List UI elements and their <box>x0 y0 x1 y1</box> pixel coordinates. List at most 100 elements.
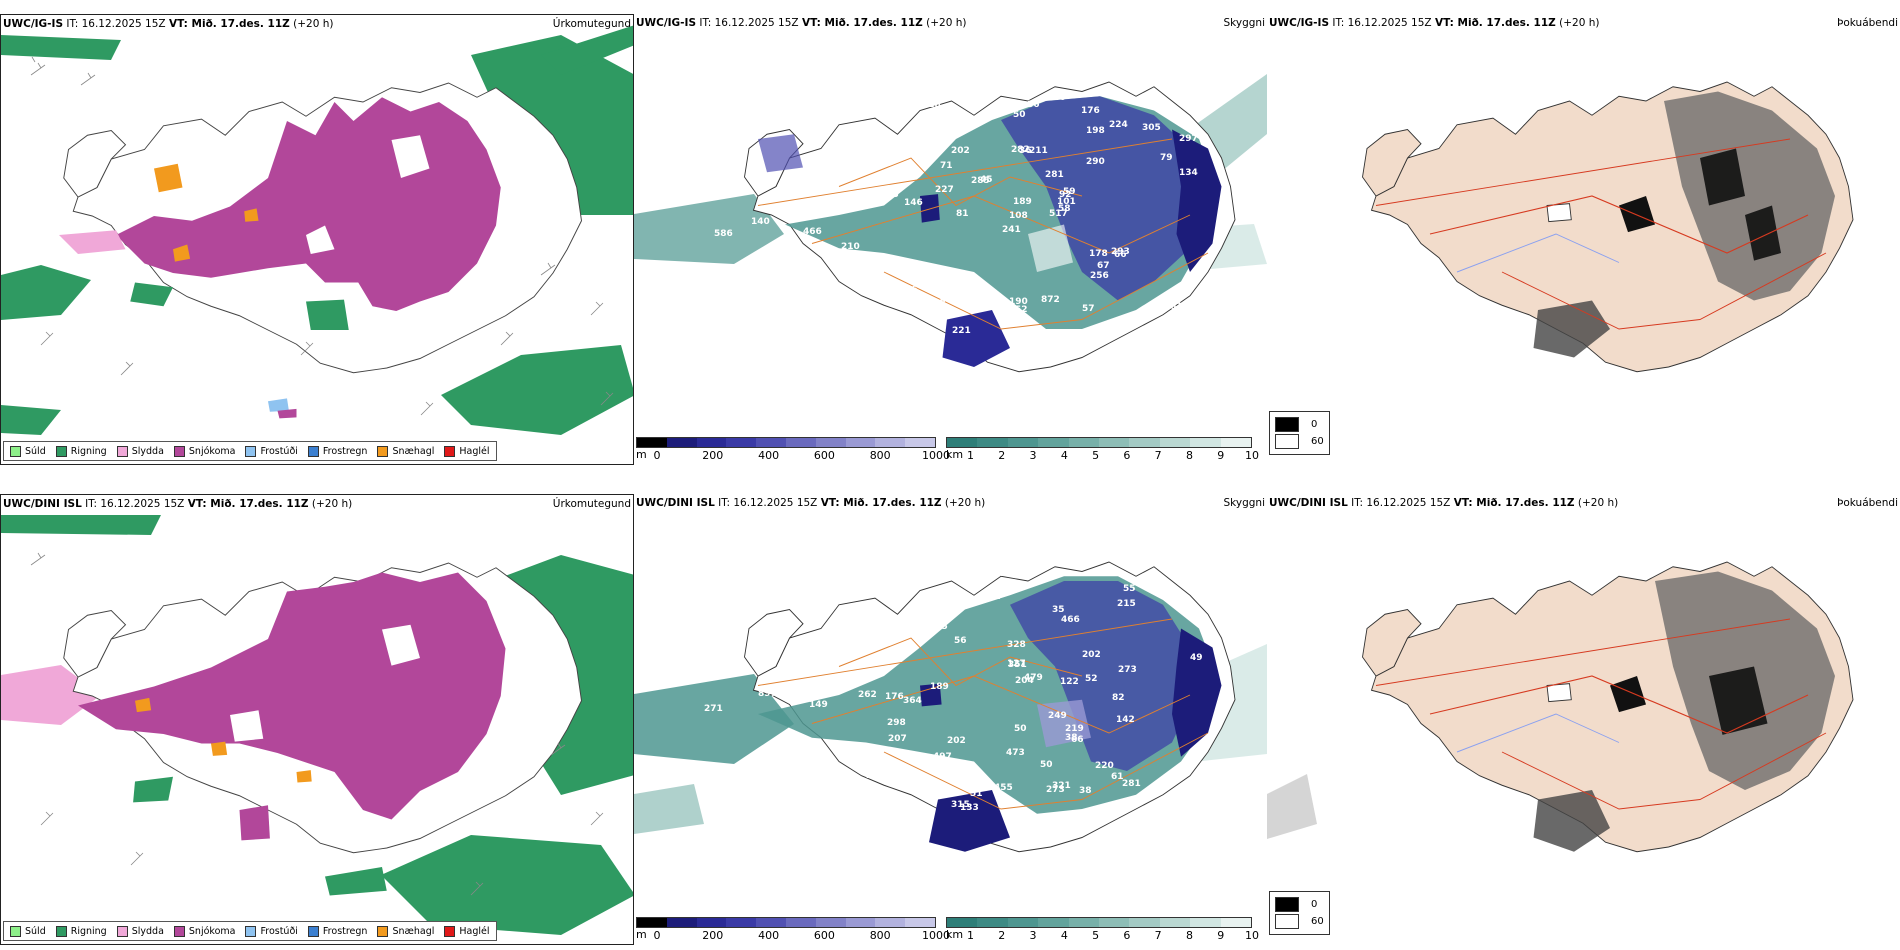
legend-swatch <box>10 925 21 937</box>
visibility-unit: km <box>946 448 964 461</box>
visibility-value: 108 <box>1009 211 1028 221</box>
visibility-value: 297 <box>1179 134 1198 144</box>
colorbar-tick: 800 <box>869 929 891 942</box>
visibility-value: 86 <box>1027 100 1040 110</box>
visibility-value: 897 <box>758 689 777 699</box>
fog-legend-value: 0 <box>1311 419 1318 430</box>
visibility-value: 127 <box>1007 659 1026 669</box>
colorbar-segment <box>1159 918 1191 927</box>
visibility-panel-bottom: 271 897 149 262 126 64 364 466 328 550 479 142 151 17… <box>634 494 1267 945</box>
visibility-value: 315 <box>951 800 970 810</box>
visibility-value: 517 <box>1049 209 1068 219</box>
legend-item: Rigning <box>55 445 107 457</box>
colorbar-tick: 200 <box>702 929 724 942</box>
visibility-value: 271 <box>704 704 723 714</box>
valid-time: VT: Mið. 17.des. 11Z <box>1434 17 1556 29</box>
colorbar-segment <box>1190 438 1221 447</box>
visibility-value: 586 <box>714 229 733 239</box>
colorbar-tick: 400 <box>758 449 780 462</box>
legend-swatch <box>307 445 319 457</box>
legend-label: Frostregn <box>322 925 368 937</box>
visibility-value: 321 <box>1052 781 1071 791</box>
legend-item: Snjókoma <box>173 925 236 937</box>
visibility-ticks: 1 2 3 4 5 6 7 8 9 10 <box>946 448 1259 462</box>
panel-title: Þokuábendi <box>1837 17 1898 29</box>
visibility-value: 207 <box>888 734 907 744</box>
visibility-value: 303 <box>937 788 956 798</box>
visibility-value: 218 <box>866 771 885 781</box>
panel-header: UWC/DINI ISL IT: 16.12.2025 15Z VT: Mið.… <box>636 497 985 509</box>
colorbar-segment <box>666 438 697 447</box>
legend-swatch <box>10 445 21 457</box>
legend-swatch <box>116 925 128 937</box>
panel-header: UWC/IG-IS IT: 16.12.2025 15Z VT: Mið. 17… <box>3 18 334 30</box>
visibility-value: 293 <box>1111 247 1130 257</box>
visibility-value: 298 <box>887 718 906 728</box>
colorbar-segment <box>637 918 667 927</box>
visibility-ramp <box>946 437 1252 448</box>
init-time: IT: 16.12.2025 15Z <box>85 498 185 510</box>
fog-legend-row: 0 <box>1275 416 1324 433</box>
legend-label: Haglél <box>459 925 490 937</box>
visibility-value: 215 <box>1117 599 1136 609</box>
model-name: UWC/DINI ISL <box>3 498 82 510</box>
legend-item: Frostúði <box>245 445 298 457</box>
visibility-value: 189 <box>1013 197 1032 207</box>
colorbar-tick: 5 <box>1092 449 1100 462</box>
legend-item: Snæhagl <box>377 445 434 457</box>
legend-item: Slydda <box>116 445 164 457</box>
colorbar-tick: 2 <box>998 449 1006 462</box>
visibility-value: 262 <box>858 690 877 700</box>
visibility-value: 49 <box>890 319 903 329</box>
visibility-value: 47 <box>909 143 922 153</box>
colorbar-segment <box>1038 918 1069 927</box>
colorbar-segment <box>1099 438 1130 447</box>
colorbar-segment <box>756 438 786 447</box>
visibility-value: 216 <box>1174 329 1193 339</box>
colorbar-segment <box>785 438 816 447</box>
visibility-value: 241 <box>1002 225 1021 235</box>
init-time: IT: 16.12.2025 15Z <box>699 17 799 29</box>
fog-legend-row: 60 <box>1275 433 1324 450</box>
colorbar-tick: 8 <box>1185 449 1193 462</box>
colorbar-tick: 800 <box>869 449 891 462</box>
panel-header: UWC/IG-IS IT: 16.12.2025 15Z VT: Mið. 17… <box>1269 17 1600 29</box>
fog-legend-row: 60 <box>1275 913 1324 930</box>
colorbar-segment <box>905 438 935 447</box>
precip-legend: Súld Rigning Slydda Snjókoma Frostúði Frostre… <box>3 921 497 941</box>
legend-item: Frostregn <box>307 925 368 937</box>
visibility-value: 48 <box>920 96 933 106</box>
colorbar-segment <box>1068 918 1100 927</box>
lead-time: (+20 h) <box>311 498 353 510</box>
colorbar-segment <box>845 438 876 447</box>
visibility-value: 219 <box>1065 724 1084 734</box>
legend-label: Snjókoma <box>188 925 236 937</box>
visibility-value: 221 <box>952 326 971 336</box>
colorbar-tick: 6 <box>1123 449 1131 462</box>
visibility-value: 59 <box>1063 187 1076 197</box>
fog-legend: 0 60 <box>1269 891 1330 935</box>
colorbar-tick: 600 <box>813 449 835 462</box>
visibility-value: 126 <box>874 611 893 621</box>
visibility-value: 178 <box>1089 249 1108 259</box>
lead-time: (+20 h) <box>944 497 986 509</box>
valid-time: VT: Mið. 17.des. 11Z <box>820 497 942 509</box>
visibility-value: 64 <box>1151 812 1164 822</box>
colorbar-tick: 3 <box>1029 929 1037 942</box>
visibility-value: 460 <box>958 282 977 292</box>
legend-swatch <box>377 445 389 457</box>
fog-panel-top: UWC/IG-IS IT: 16.12.2025 15Z VT: Mið. 17… <box>1267 14 1900 465</box>
visibility-value: 58 <box>1058 204 1071 214</box>
legend-swatch <box>245 445 257 457</box>
visibility-numbers: 271 897 149 262 126 64 364 466 328 550 479 142 151 17… <box>704 569 1204 826</box>
visibility-value: 479 <box>1024 673 1043 683</box>
legend-label: Slydda <box>131 445 164 457</box>
fog-legend-value: 60 <box>1311 916 1324 927</box>
colorbar-tick: 7 <box>1154 449 1162 462</box>
legend-swatch <box>55 445 67 457</box>
legend-item: Súld <box>10 445 46 457</box>
colorbar-segment <box>947 918 978 927</box>
visibility-value: 169 <box>912 804 931 814</box>
visibility-value: 128 <box>922 100 941 110</box>
legend-swatch <box>444 445 456 457</box>
